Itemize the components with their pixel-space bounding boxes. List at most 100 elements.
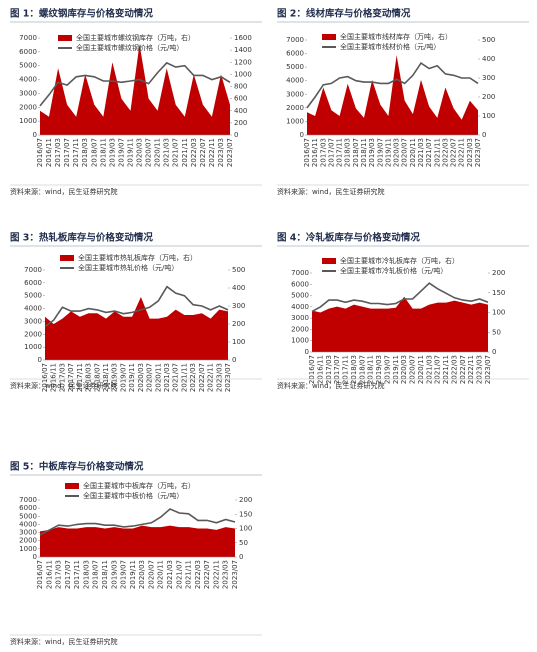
y2-tick-label: 200 bbox=[239, 496, 252, 504]
inventory-area bbox=[307, 55, 478, 136]
y2-tick-label: 150 bbox=[492, 289, 505, 297]
y-tick-label: 5000 bbox=[24, 292, 42, 300]
x-tick-label: 2021/03 bbox=[163, 138, 171, 167]
chart-title: 图 4：冷轧板库存与价格变动情况 bbox=[277, 232, 420, 244]
legend-label: 全国主要城市螺纹钢库存（万吨，右） bbox=[76, 33, 195, 42]
x-tick-label: 2019/07 bbox=[119, 363, 127, 392]
x-tick-label: 2022/11 bbox=[467, 355, 475, 384]
y2-tick-label: 100 bbox=[232, 338, 245, 346]
legend-label: 全国主要城市冷轧板价格（元/吨） bbox=[340, 266, 447, 275]
source-note: 资料来源：wind，民生证券研究院 bbox=[277, 187, 385, 196]
y2-tick-label: 50 bbox=[492, 328, 501, 336]
x-tick-label: 2023/07 bbox=[231, 560, 239, 589]
x-tick-label: 2021/03 bbox=[163, 363, 171, 392]
x-tick-label: 2022/03 bbox=[194, 560, 202, 589]
price-line bbox=[39, 508, 236, 536]
y2-tick-label: 0 bbox=[482, 131, 486, 139]
x-tick-label: 2022/11 bbox=[212, 560, 220, 589]
y-tick-label: 1000 bbox=[291, 337, 309, 345]
x-tick-label: 2020/07 bbox=[145, 138, 153, 167]
y2-tick-label: 1200 bbox=[234, 58, 252, 66]
x-tick-label: 2019/11 bbox=[128, 363, 136, 392]
y-tick-label: 1000 bbox=[24, 343, 42, 351]
x-tick-label: 2016/07 bbox=[41, 363, 49, 392]
x-tick-label: 2021/07 bbox=[172, 138, 180, 167]
legend-label: 全国主要城市热轧价格（元/吨） bbox=[78, 263, 178, 272]
y-tick-label: 3000 bbox=[19, 529, 37, 537]
x-tick-label: 2022/07 bbox=[459, 355, 467, 384]
y-tick-label: 0 bbox=[33, 131, 37, 139]
y-tick-label: 2000 bbox=[19, 103, 37, 111]
y2-tick-label: 300 bbox=[232, 302, 245, 310]
x-tick-label: 2019/11 bbox=[384, 138, 392, 167]
y2-tick-label: 500 bbox=[232, 266, 245, 274]
x-tick-label: 2021/11 bbox=[185, 560, 193, 589]
x-tick-label: 2021/07 bbox=[175, 560, 183, 589]
x-tick-label: 2020/03 bbox=[137, 363, 145, 392]
x-tick-label: 2018/07 bbox=[93, 363, 101, 392]
x-tick-label: 2020/03 bbox=[393, 138, 401, 167]
y2-tick-label: 300 bbox=[482, 74, 495, 82]
legend-swatch bbox=[58, 35, 72, 41]
x-tick-label: 2021/11 bbox=[180, 363, 188, 392]
x-tick-label: 2021/07 bbox=[425, 138, 433, 167]
x-tick-label: 2023/07 bbox=[224, 363, 232, 392]
source-note: 资料来源：wind，民生证券研究院 bbox=[10, 381, 118, 390]
legend-label: 全国主要城市螺纹钢价格（元/吨） bbox=[76, 43, 183, 52]
x-tick-label: 2018/03 bbox=[85, 363, 93, 392]
x-tick-label: 2021/03 bbox=[425, 355, 433, 384]
x-tick-label: 2020/11 bbox=[154, 138, 162, 167]
y-tick-label: 6000 bbox=[291, 280, 309, 288]
y-tick-label: 2000 bbox=[286, 104, 304, 112]
x-tick-label: 2023/03 bbox=[222, 560, 230, 589]
x-tick-label: 2019/07 bbox=[383, 355, 391, 384]
y2-tick-label: 0 bbox=[232, 356, 236, 364]
y2-tick-label: 1600 bbox=[234, 34, 252, 42]
x-tick-label: 2021/11 bbox=[433, 138, 441, 167]
legend-swatch bbox=[322, 258, 336, 264]
y2-tick-label: 200 bbox=[482, 93, 495, 101]
y-tick-label: 5000 bbox=[19, 512, 37, 520]
x-tick-label: 2020/11 bbox=[417, 355, 425, 384]
y-tick-label: 4000 bbox=[19, 520, 37, 528]
y2-tick-label: 0 bbox=[239, 553, 243, 561]
inventory-area bbox=[40, 525, 235, 557]
y-tick-label: 7000 bbox=[291, 269, 309, 277]
y-tick-label: 0 bbox=[305, 348, 309, 356]
y-tick-label: 0 bbox=[38, 356, 42, 364]
legend-label: 全国主要城市中板价格（元/吨） bbox=[83, 491, 183, 500]
x-tick-label: 2020/07 bbox=[401, 138, 409, 167]
x-tick-label: 2022/07 bbox=[203, 560, 211, 589]
x-tick-label: 2022/07 bbox=[450, 138, 458, 167]
legend-label: 全国主要城市冷轧板库存（万吨，右） bbox=[340, 256, 459, 265]
x-tick-label: 2017/07 bbox=[64, 560, 72, 589]
y-tick-label: 6000 bbox=[24, 279, 42, 287]
y2-tick-label: 150 bbox=[239, 510, 252, 518]
y-tick-label: 5000 bbox=[286, 63, 304, 71]
x-tick-label: 2018/03 bbox=[350, 355, 358, 384]
x-tick-label: 2022/11 bbox=[208, 138, 216, 167]
y2-tick-label: 100 bbox=[492, 309, 505, 317]
x-tick-label: 2018/03 bbox=[81, 138, 89, 167]
legend-label: 全国主要城市热轧板库存（万吨，右） bbox=[78, 253, 197, 262]
y-tick-label: 2000 bbox=[291, 325, 309, 333]
x-tick-label: 2019/07 bbox=[117, 138, 125, 167]
x-tick-label: 2016/07 bbox=[303, 138, 311, 167]
inventory-area bbox=[40, 44, 230, 135]
y-tick-label: 6000 bbox=[19, 504, 37, 512]
y-tick-label: 1000 bbox=[19, 117, 37, 125]
y2-tick-label: 500 bbox=[482, 36, 495, 44]
x-tick-label: 2017/03 bbox=[54, 138, 62, 167]
y2-tick-label: 400 bbox=[232, 284, 245, 292]
y2-tick-label: 1400 bbox=[234, 46, 252, 54]
x-tick-label: 2017/11 bbox=[336, 138, 344, 167]
x-tick-label: 2017/11 bbox=[73, 560, 81, 589]
price-line bbox=[311, 282, 489, 313]
x-tick-label: 2017/07 bbox=[333, 355, 341, 384]
source-note: 资料来源：wind，民生证券研究院 bbox=[10, 637, 118, 646]
x-tick-label: 2019/07 bbox=[376, 138, 384, 167]
y-tick-label: 4000 bbox=[286, 77, 304, 85]
inventory-area bbox=[312, 296, 488, 352]
x-tick-label: 2018/07 bbox=[90, 138, 98, 167]
x-tick-label: 2016/07 bbox=[36, 560, 44, 589]
